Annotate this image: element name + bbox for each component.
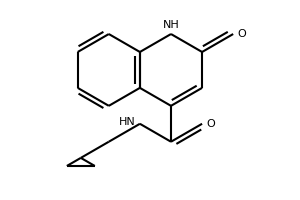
Text: HN: HN xyxy=(119,117,136,127)
Text: O: O xyxy=(206,119,215,129)
Text: O: O xyxy=(237,29,246,39)
Text: NH: NH xyxy=(163,20,179,30)
